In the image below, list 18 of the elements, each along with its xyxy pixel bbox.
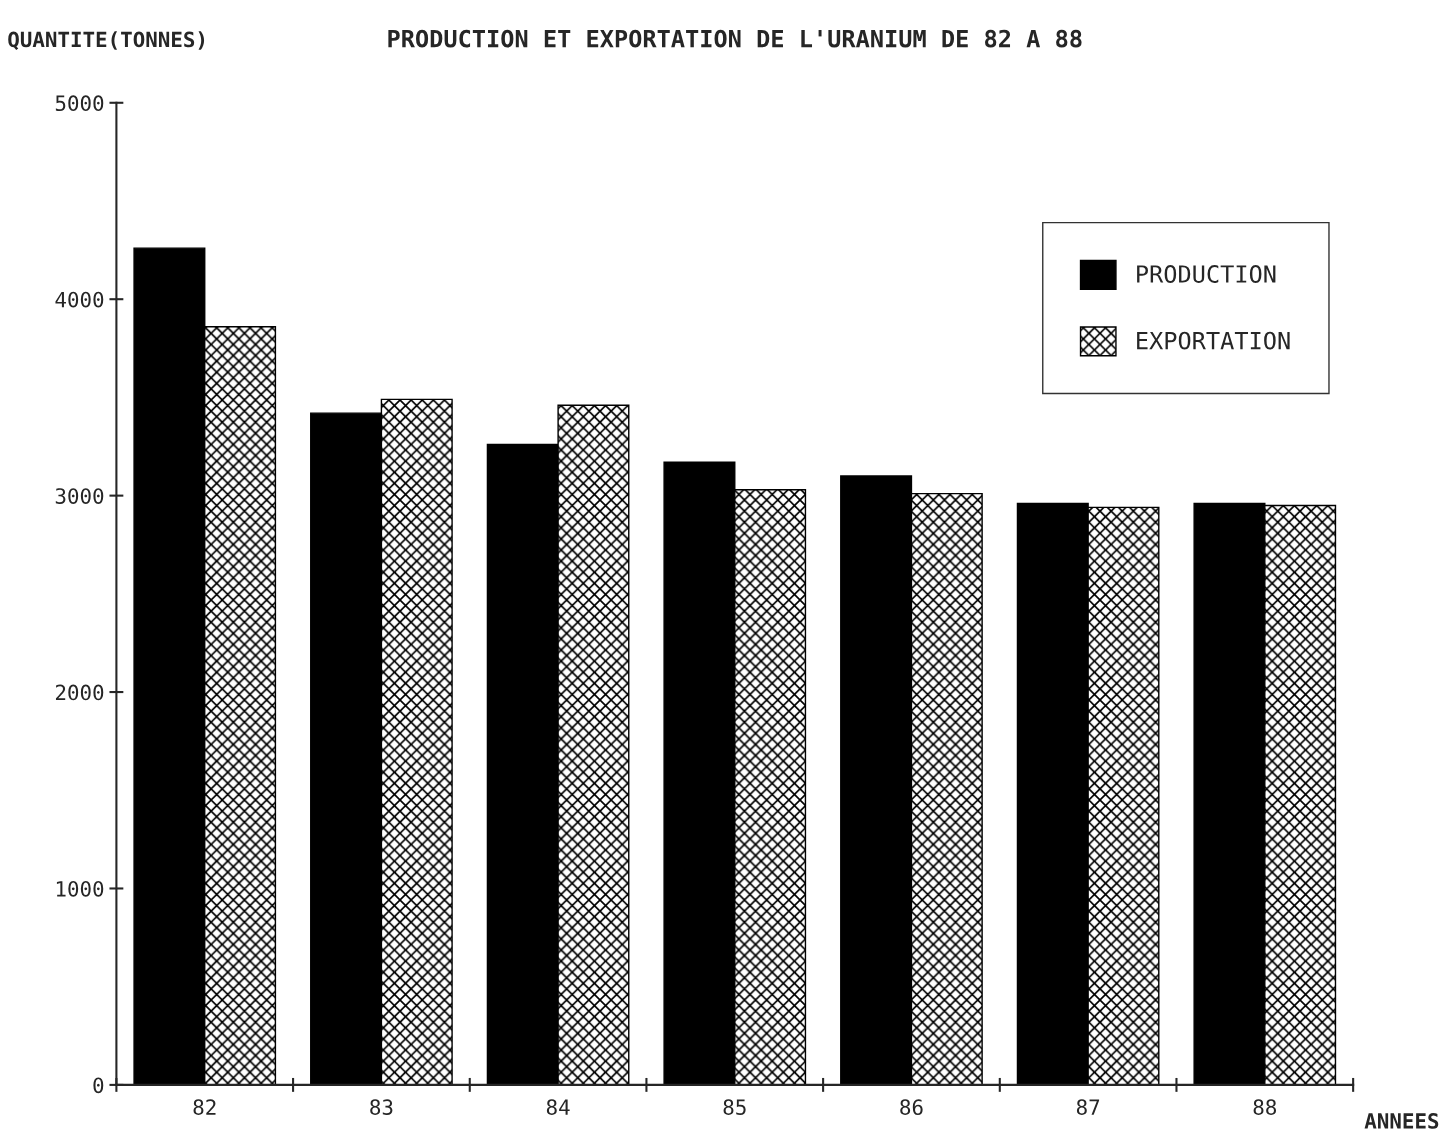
y-tick-label: 4000 (55, 291, 104, 308)
y-tick-label: 5000 (55, 95, 104, 112)
x-tick-label: 82 (193, 1099, 216, 1116)
legend-label: EXPORTATION (1137, 331, 1290, 350)
y-tick-label: 0 (93, 1077, 104, 1094)
x-tick-label: 85 (723, 1099, 746, 1116)
x-tick-label: 87 (1076, 1099, 1100, 1116)
legend-label: PRODUCTION (1137, 265, 1276, 283)
y-tick-label: 2000 (55, 684, 104, 701)
y-tick-label: 3000 (55, 488, 104, 504)
x-axis-title: ANNEES (1364, 1113, 1439, 1129)
x-tick-label: 88 (1253, 1099, 1277, 1116)
y-axis-title: QUANTITE(TONNES) (8, 31, 205, 50)
x-tick-label: 86 (900, 1099, 923, 1116)
x-tick-label: 84 (546, 1099, 570, 1116)
y-tick-label: 1000 (56, 880, 104, 897)
x-tick-label: 83 (370, 1099, 393, 1116)
chart-title: PRODUCTION ET EXPORTATION DE L'URANIUM DE 82 A 88 (388, 29, 1082, 48)
